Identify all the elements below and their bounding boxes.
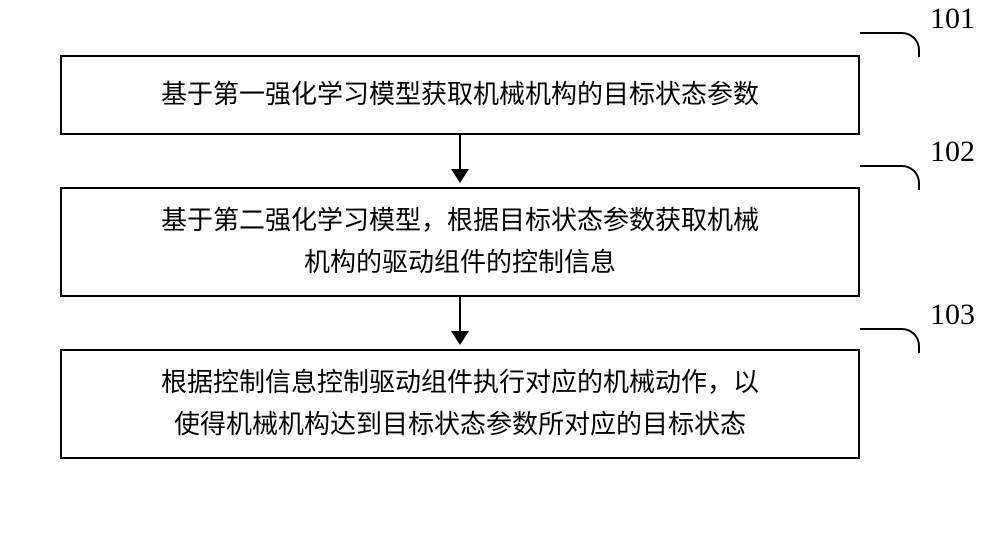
box-text-101: 基于第一强化学习模型获取机械机构的目标状态参数 [131,62,789,128]
box-text-102-line2: 机构的驱动组件的控制信息 [304,248,616,277]
arrow-line [459,297,461,335]
label-connector-102 [860,165,920,190]
arrow-head [451,169,469,183]
label-connector-103 [860,328,920,353]
arrow-line [459,135,461,173]
step-label-102: 102 [930,135,975,169]
label-connector-101 [860,32,920,57]
arrow-101-to-102 [60,135,860,187]
box-text-103-line1: 根据控制信息控制驱动组件执行对应的机械动作，以 [161,368,759,397]
box-text-103-line2: 使得机械机构达到目标状态参数所对应的目标状态 [174,410,746,439]
box-text-103: 根据控制信息控制驱动组件执行对应的机械动作，以 使得机械机构达到目标状态参数所对… [131,350,789,457]
flowchart-box-103: 根据控制信息控制驱动组件执行对应的机械动作，以 使得机械机构达到目标状态参数所对… [60,349,860,459]
arrow-102-to-103 [60,297,860,349]
box-text-102: 基于第二强化学习模型，根据目标状态参数获取机械 机构的驱动组件的控制信息 [131,188,789,295]
arrow-head [451,331,469,345]
flowchart-box-101: 基于第一强化学习模型获取机械机构的目标状态参数 [60,55,860,135]
flowchart-box-102: 基于第二强化学习模型，根据目标状态参数获取机械 机构的驱动组件的控制信息 [60,187,860,297]
step-label-103: 103 [930,298,975,332]
flowchart-container: 101 基于第一强化学习模型获取机械机构的目标状态参数 102 基于第二强化学习… [30,20,970,459]
step-label-101: 101 [930,2,975,36]
box-text-102-line1: 基于第二强化学习模型，根据目标状态参数获取机械 [161,206,759,235]
